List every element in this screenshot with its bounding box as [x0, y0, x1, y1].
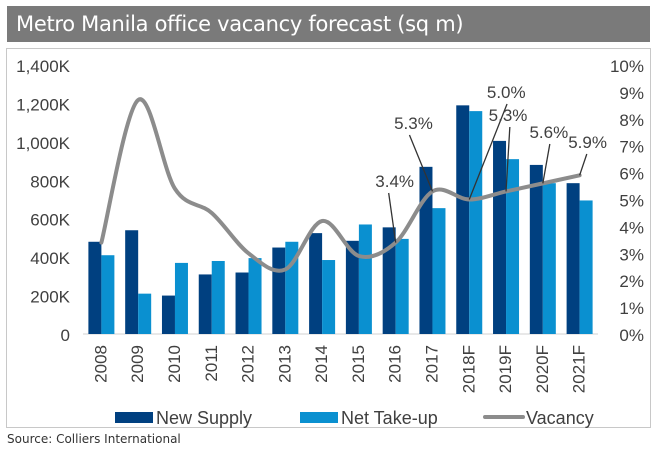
y2-tick-label: 2% — [619, 272, 644, 291]
x-tick-label: 2008 — [91, 345, 110, 383]
source-note: Source: Colliers International — [7, 432, 181, 446]
x-tick-label: 2010 — [165, 345, 184, 383]
bar-net-takeup — [506, 159, 520, 334]
vacancy-data-label: 3.4% — [375, 172, 414, 191]
bar-new-supply — [456, 105, 470, 334]
data-label-leader — [505, 126, 511, 192]
y2-tick-label: 1% — [619, 299, 644, 318]
bar-new-supply — [125, 230, 139, 334]
vacancy-data-label: 5.0% — [487, 83, 526, 102]
y2-tick-label: 4% — [619, 218, 644, 237]
bar-new-supply — [529, 164, 543, 334]
y2-tick-label: 9% — [619, 84, 644, 103]
y-tick-label: 1,200K — [16, 95, 71, 114]
data-label-leader — [388, 192, 397, 243]
y-tick-label: 800K — [30, 172, 70, 191]
bar-new-supply — [382, 227, 396, 334]
chart-frame — [6, 48, 651, 428]
y2-tick-label: 10% — [610, 57, 644, 76]
y-tick-label: 0 — [61, 326, 70, 345]
y2-tick-label: 0% — [619, 326, 644, 345]
bar-net-takeup — [174, 262, 188, 334]
vacancy-data-label: 5.3% — [394, 114, 433, 133]
bar-net-takeup — [358, 224, 372, 334]
x-tick-label: 2021F — [570, 345, 589, 393]
data-label-leader — [408, 134, 434, 192]
legend-label: Vacancy — [526, 408, 594, 428]
bar-new-supply — [235, 272, 249, 334]
x-tick-label: 2019F — [496, 345, 515, 393]
vacancy-line — [99, 97, 582, 273]
y-tick-label: 600K — [30, 211, 70, 230]
bar-net-takeup — [322, 260, 336, 334]
bar-new-supply — [345, 240, 359, 334]
bar-new-supply — [419, 166, 433, 334]
y2-tick-label: 7% — [619, 138, 644, 157]
x-tick-label: 2009 — [128, 345, 147, 383]
chart-title: Metro Manila office vacancy forecast (sq… — [7, 6, 650, 42]
legend-label: Net Take-up — [341, 408, 438, 428]
y2-tick-label: 8% — [619, 111, 644, 130]
y2-tick-label: 5% — [619, 192, 644, 211]
legend-label: New Supply — [156, 408, 252, 428]
bar-new-supply — [161, 295, 175, 334]
bar-new-supply — [88, 241, 102, 334]
bar-net-takeup — [432, 208, 446, 334]
legend-swatch-net-take-up — [300, 412, 338, 423]
bar-new-supply — [272, 247, 286, 334]
data-label-leader — [542, 143, 551, 184]
bar-net-takeup — [101, 255, 115, 334]
bar-net-takeup — [395, 238, 409, 334]
y-tick-label: 200K — [30, 288, 70, 307]
vacancy-data-label: 5.3% — [489, 106, 528, 125]
x-tick-label: 2011 — [202, 345, 221, 382]
vacancy-data-label: 5.9% — [568, 133, 607, 152]
bar-new-supply — [198, 274, 212, 334]
x-tick-label: 2015 — [349, 345, 368, 383]
data-label-leader — [578, 153, 588, 176]
x-tick-label: 2020F — [533, 345, 552, 393]
bar-net-takeup — [469, 111, 483, 334]
y2-tick-label: 3% — [619, 245, 644, 264]
x-tick-label: 2012 — [239, 345, 258, 383]
legend-swatch-new-supply — [115, 412, 153, 423]
bar-net-takeup — [579, 200, 593, 334]
bar-net-takeup — [248, 258, 262, 334]
y-tick-label: 400K — [30, 249, 70, 268]
y-tick-label: 1,400K — [16, 57, 71, 76]
bar-net-takeup — [211, 260, 225, 334]
bar-new-supply — [566, 183, 580, 334]
bar-new-supply — [309, 233, 323, 334]
x-tick-label: 2013 — [275, 345, 294, 383]
x-tick-label: 2014 — [312, 345, 331, 383]
bar-net-takeup — [138, 293, 152, 334]
x-tick-label: 2016 — [386, 345, 405, 383]
bar-new-supply — [493, 140, 507, 334]
y-tick-label: 1,000K — [16, 134, 71, 153]
x-tick-label: 2018F — [459, 345, 478, 393]
data-label-leader — [468, 103, 508, 200]
x-tick-label: 2017 — [422, 345, 441, 383]
bar-net-takeup — [542, 183, 556, 334]
y2-tick-label: 6% — [619, 165, 644, 184]
vacancy-data-label: 5.6% — [529, 123, 568, 142]
